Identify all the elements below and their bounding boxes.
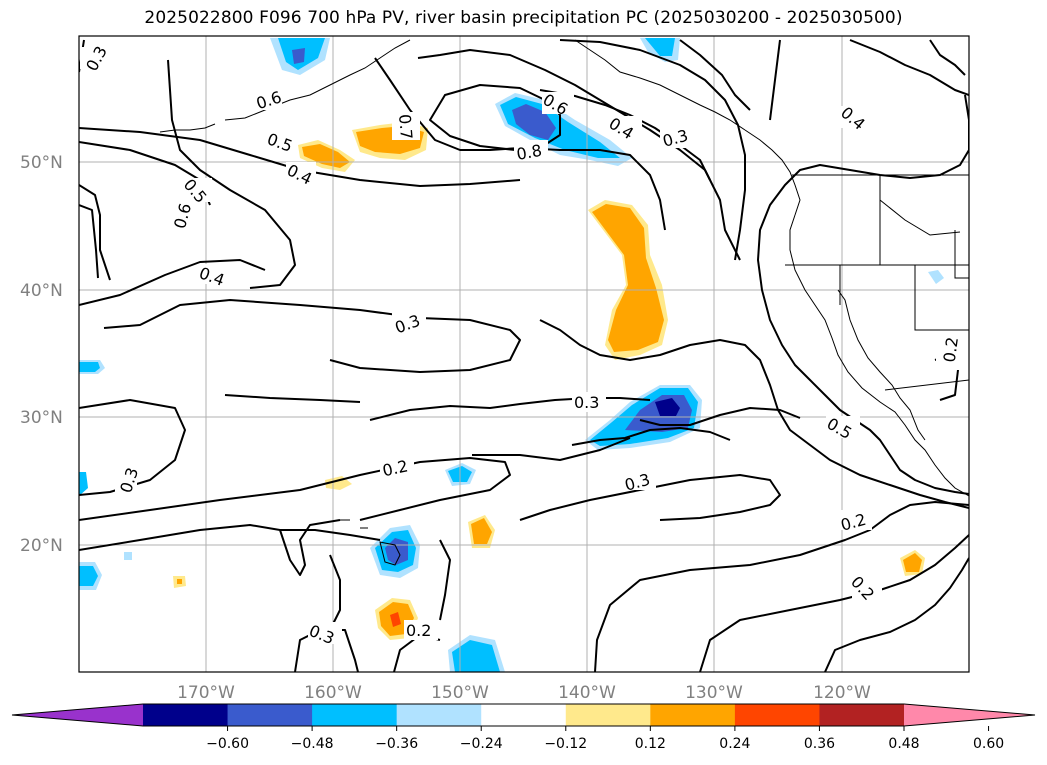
colorbar-tick-label: 0.48 [888,736,919,752]
colorbar-tick-label: 0.12 [635,736,666,752]
map-frame [78,35,970,673]
colorbar: −0.60 −0.48 −0.36 −0.24 −0.12 0.12 0.24 0.36 0.4… [11,703,1036,752]
label-0-3-east-central: 0.3 [574,393,599,412]
colorbar-tick-label: −0.24 [460,736,503,752]
longitude-labels: 170°W 160°W 150°W 140°W 130°W 120°W [177,683,871,703]
map-title: 2025022800 F096 700 hPa PV, river basin … [144,8,903,28]
colorbar-swatch [819,704,905,726]
precipitation-shading [79,38,944,672]
lon-label-140w: 140°W [558,683,616,703]
graticule [79,36,969,672]
lat-label-50n: 50°N [20,153,63,173]
colorbar-tick-label: −0.48 [291,736,334,752]
label-0-2-central: 0.2 [381,456,410,480]
colorbar-tick-label: 0.24 [719,736,750,752]
label-0-8: 0.8 [515,141,543,164]
lat-label-40n: 40°N [20,281,63,301]
colorbar-swatch [481,704,567,726]
latitude-labels: 50°N 40°N 30°N 20°N [20,153,63,556]
lon-label-170w: 170°W [177,683,235,703]
colorbar-swatch [565,704,651,726]
colorbar-outline [11,703,1036,727]
colorbar-tick-label: −0.36 [375,736,418,752]
colorbar-tick-label: −0.60 [206,736,249,752]
lon-label-150w: 150°W [431,683,489,703]
colorbar-swatch [734,704,820,726]
colorbar-tick-label: 0.36 [804,736,835,752]
colorbar-extension-low [12,704,143,726]
label-0-2-south: 0.2 [406,621,431,640]
colorbar-swatch [396,704,482,726]
lon-label-120w: 120°W [813,683,871,703]
colorbar-tick-label: 0.60 [973,736,1004,752]
colorbar-swatch [650,704,736,726]
colorbar-swatch [227,704,313,726]
lat-label-30n: 30°N [20,408,63,428]
label-0-7: 0.7 [395,113,416,140]
colorbar-swatch [312,704,398,726]
colorbar-swatch [143,704,229,726]
lon-label-130w: 130°W [685,683,743,703]
colorbar-tick-label: −0.12 [544,736,587,752]
label-0-2-nevada: 0.2 [940,336,962,364]
contour-labels: 0.3 0.6 0.5 0.4 0.5 0.6 0.4 0.7 0.8 0.6 … [80,43,962,648]
lat-label-20n: 20°N [20,536,63,556]
colorbar-extension-high [904,704,1035,726]
lon-label-160w: 160°W [304,683,362,703]
